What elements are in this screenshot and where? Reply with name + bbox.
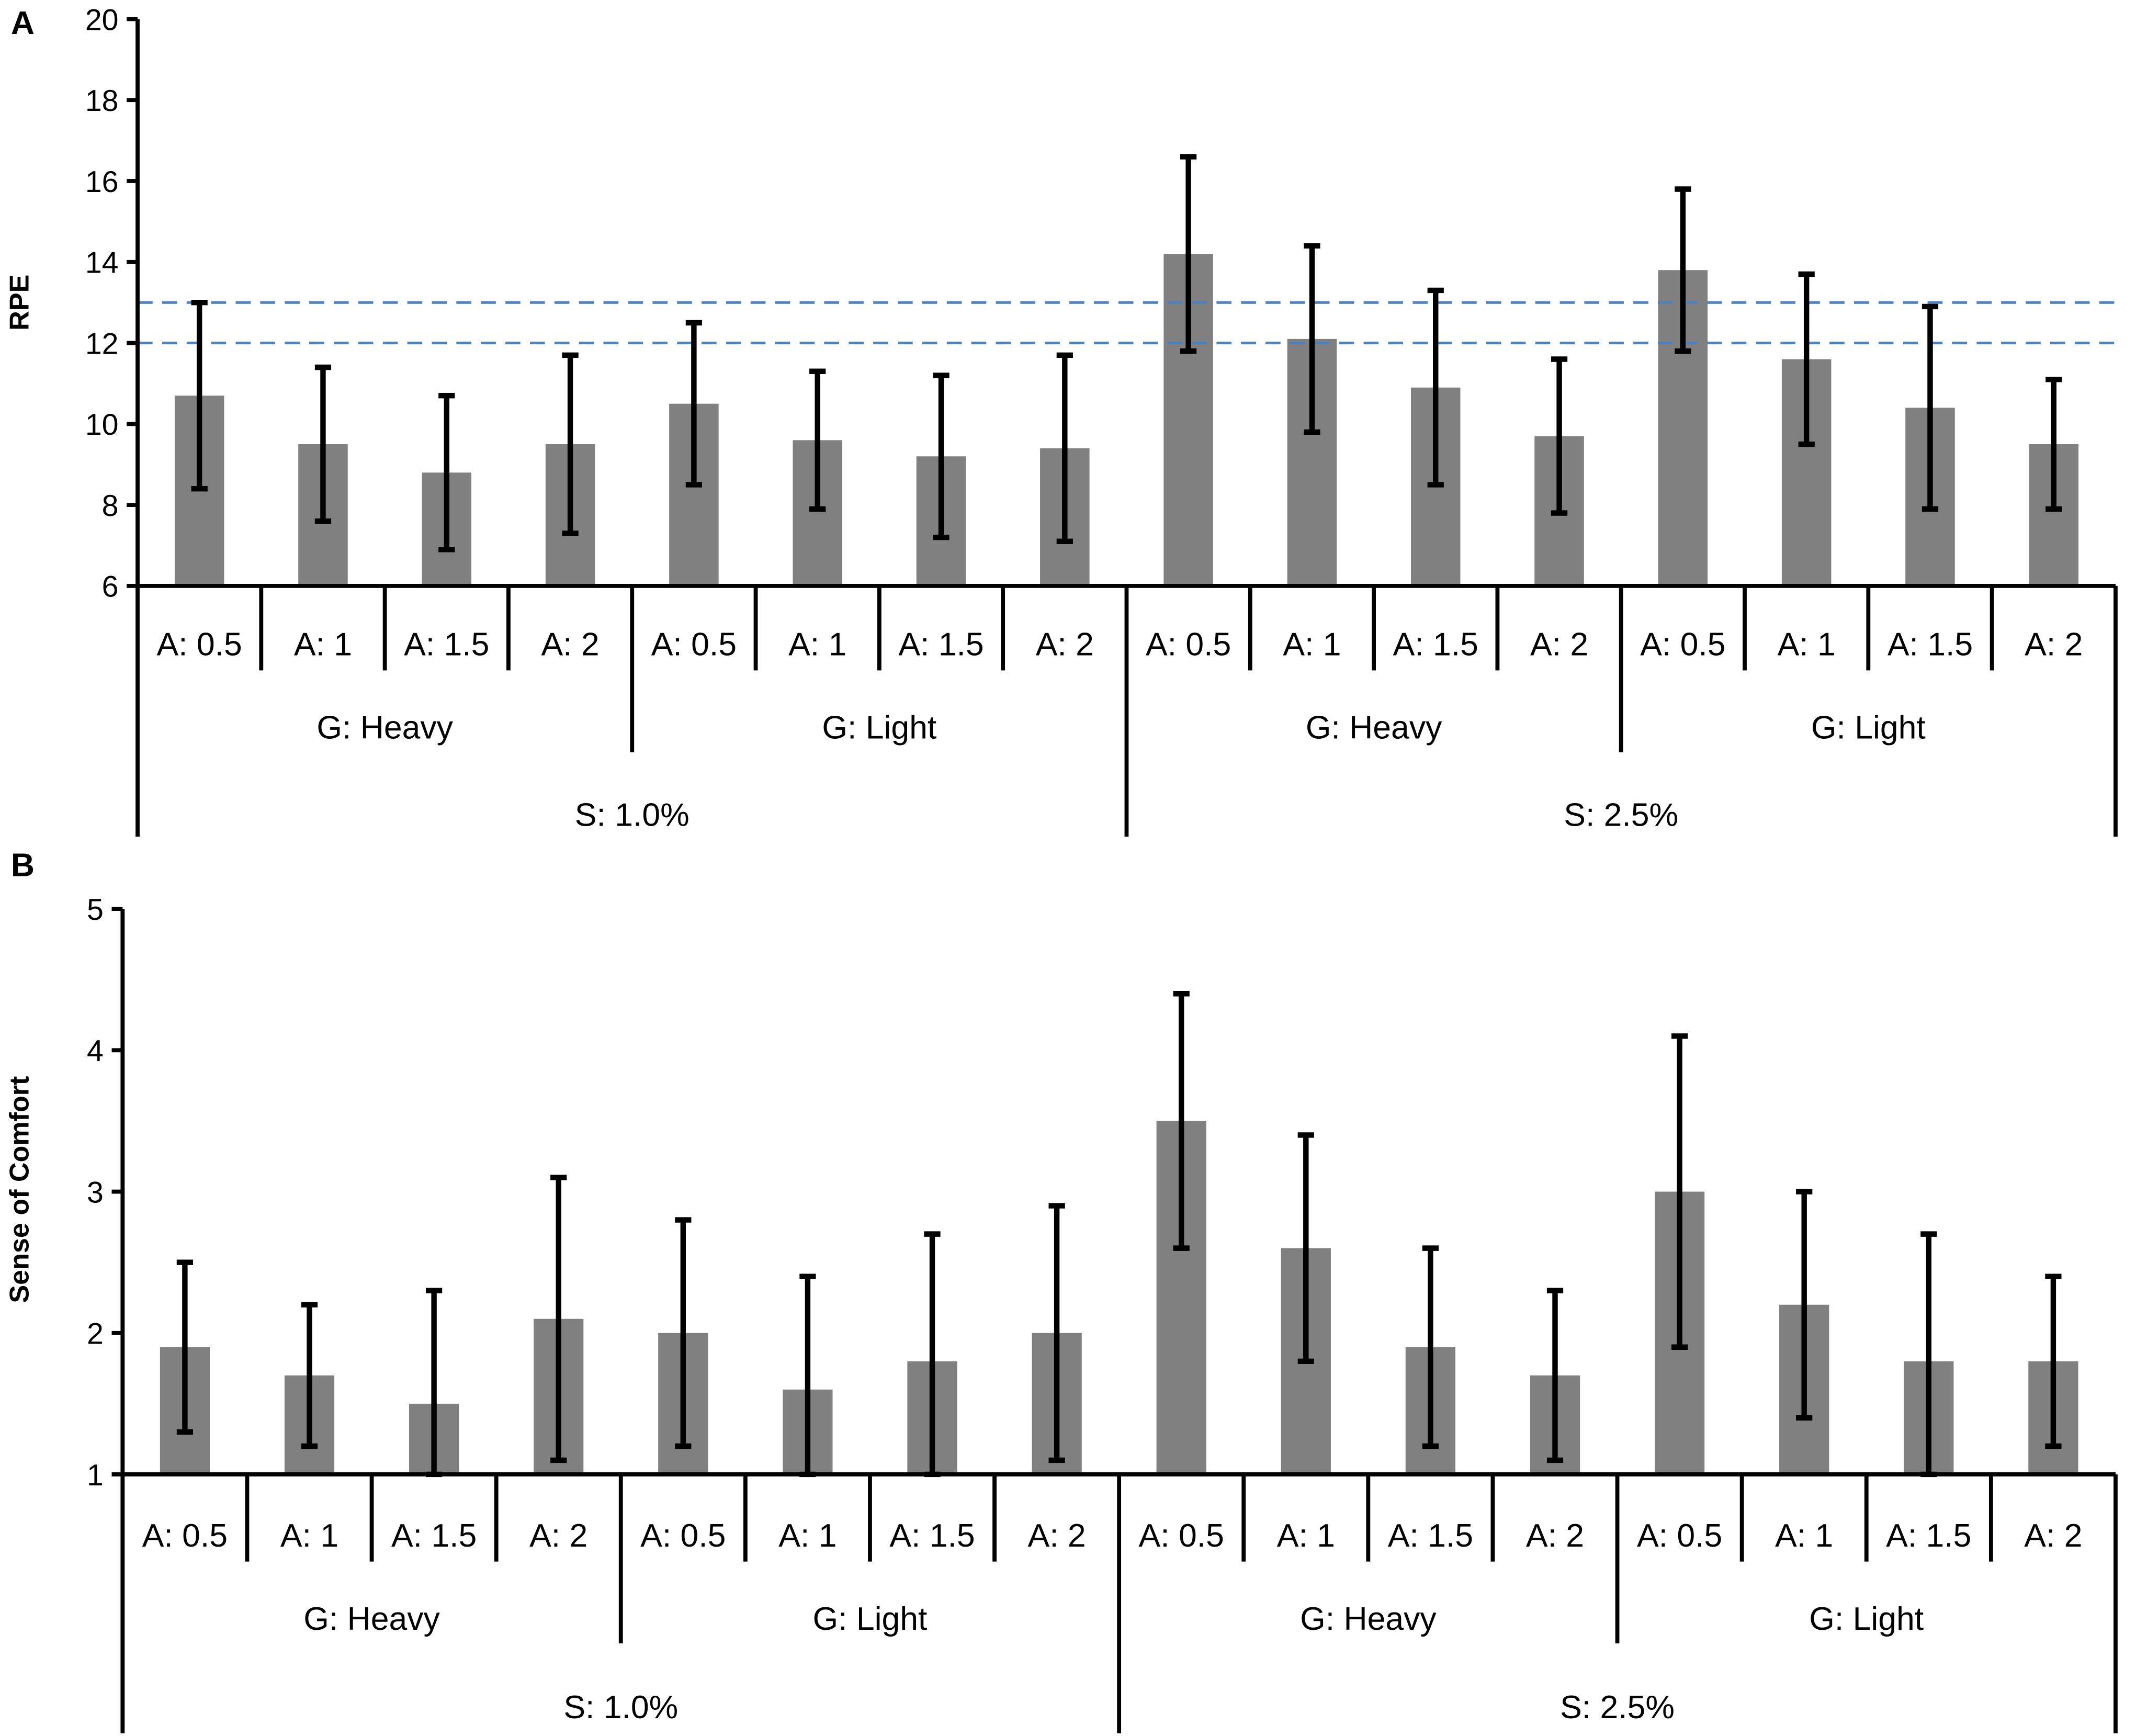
comfort-axis-title: Sense of Comfort bbox=[5, 1076, 35, 1303]
x-tick-label-a: A: 0.5 bbox=[640, 1517, 726, 1554]
y-tick-label: 2 bbox=[87, 1317, 104, 1351]
rpe-axis-title: RPE bbox=[5, 275, 35, 331]
y-tick-label: 3 bbox=[87, 1176, 104, 1209]
y-tick-label: 18 bbox=[85, 84, 119, 118]
rpe-chart: 6 8 10 12 14 16 18 20 A: 0.5 A: 1 A: 1.5 A: 2 A: 0.5… bbox=[85, 3, 2118, 837]
x-tick-label-a: A: 2 bbox=[1530, 626, 1588, 663]
x-tick-label-a: A: 0.5 bbox=[1146, 626, 1231, 663]
x-tick-label-a: A: 1.5 bbox=[898, 626, 984, 663]
panel-a-label: A bbox=[11, 5, 35, 41]
x-group-label-s: S: 2.5% bbox=[1560, 1689, 1675, 1726]
x-tick-label-a: A: 0.5 bbox=[157, 626, 242, 663]
x-tick-label-a: A: 1.5 bbox=[1388, 1517, 1473, 1554]
x-tick-label-a: A: 1 bbox=[1277, 1517, 1335, 1554]
x-tick-label-a: A: 2 bbox=[1028, 1517, 1086, 1554]
x-tick-label-a: A: 0.5 bbox=[651, 626, 737, 663]
y-tick-label: 14 bbox=[85, 246, 119, 280]
x-tick-label-a: A: 1.5 bbox=[391, 1517, 477, 1554]
comfort-chart: 1 2 3 4 5 A: 0.5 A: 1 A: 1.5 A: 2 A: 0.5 A: 1 A: 1.… bbox=[87, 893, 2118, 1733]
x-tick-label-a: A: 1 bbox=[1283, 626, 1341, 663]
x-group-label-g: G: Light bbox=[1811, 709, 1926, 746]
x-tick-label-a: A: 0.5 bbox=[1139, 1517, 1224, 1554]
x-tick-label-a: A: 2 bbox=[2024, 1517, 2082, 1554]
x-group-label-g: G: Heavy bbox=[1300, 1600, 1437, 1637]
x-tick-label-a: A: 0.5 bbox=[142, 1517, 228, 1554]
y-tick-label: 6 bbox=[102, 570, 119, 604]
x-tick-label-a: A: 1 bbox=[778, 1517, 837, 1554]
x-tick-label-a: A: 0.5 bbox=[1637, 1517, 1722, 1554]
panel-b-label: B bbox=[11, 847, 35, 884]
x-tick-label-a: A: 1 bbox=[294, 626, 352, 663]
x-tick-label-a: A: 2 bbox=[1036, 626, 1094, 663]
x-tick-label-a: A: 2 bbox=[541, 626, 599, 663]
x-group-label-g: G: Light bbox=[813, 1600, 928, 1637]
x-tick-label-a: A: 1.5 bbox=[889, 1517, 975, 1554]
x-tick-label-a: A: 1 bbox=[1778, 626, 1836, 663]
x-tick-label-a: A: 0.5 bbox=[1640, 626, 1725, 663]
x-tick-label-a: A: 1 bbox=[1775, 1517, 1833, 1554]
x-tick-label-a: A: 2 bbox=[2025, 626, 2083, 663]
y-tick-label: 4 bbox=[87, 1034, 104, 1068]
x-group-label-s: S: 1.0% bbox=[575, 796, 690, 833]
x-tick-label-a: A: 1.5 bbox=[1888, 626, 1973, 663]
x-group-label-s: S: 2.5% bbox=[1564, 796, 1678, 833]
x-group-label-g: G: Heavy bbox=[303, 1600, 440, 1637]
x-group-label-g: G: Heavy bbox=[1306, 709, 1442, 746]
x-tick-label-a: A: 2 bbox=[529, 1517, 587, 1554]
y-tick-label: 20 bbox=[85, 3, 119, 37]
x-tick-label-a: A: 1.5 bbox=[1393, 626, 1478, 663]
x-group-label-s: S: 1.0% bbox=[563, 1689, 678, 1726]
x-group-label-g: G: Light bbox=[1809, 1600, 1924, 1637]
x-group-label-g: G: Light bbox=[822, 709, 936, 746]
y-tick-label: 5 bbox=[87, 893, 104, 927]
y-tick-label: 16 bbox=[85, 165, 119, 199]
x-tick-label-a: A: 2 bbox=[1526, 1517, 1584, 1554]
y-tick-label: 1 bbox=[87, 1459, 104, 1492]
x-tick-label-a: A: 1.5 bbox=[1886, 1517, 1971, 1554]
x-tick-label-a: A: 1 bbox=[280, 1517, 338, 1554]
y-tick-label: 10 bbox=[85, 408, 119, 442]
y-tick-label: 8 bbox=[102, 489, 119, 523]
y-tick-label: 12 bbox=[85, 327, 119, 360]
x-group-label-g: G: Heavy bbox=[317, 709, 453, 746]
x-tick-label-a: A: 1 bbox=[788, 626, 846, 663]
x-tick-label-a: A: 1.5 bbox=[404, 626, 489, 663]
